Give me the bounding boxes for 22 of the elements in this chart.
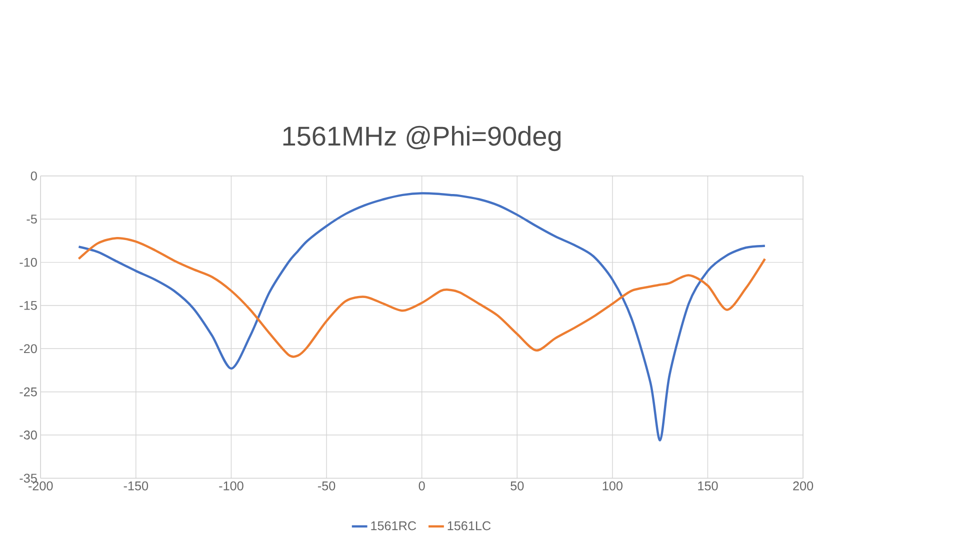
x-tick-label: 50 — [510, 481, 524, 490]
x-tick-label: -150 — [124, 481, 148, 490]
y-tick-label: -30 — [20, 430, 37, 440]
legend-label: 1561RC — [371, 521, 416, 530]
x-tick-label: -50 — [318, 481, 336, 490]
x-tick-label: 100 — [602, 481, 622, 490]
legend-label: 1561LC — [448, 521, 491, 530]
y-tick-label: -15 — [20, 301, 37, 310]
y-tick-label: -25 — [20, 387, 37, 396]
x-tick-label: 200 — [793, 481, 814, 490]
line-series — [78, 192, 766, 442]
y-tick-label: -10 — [20, 258, 37, 267]
y-tick-label: -5 — [26, 214, 37, 224]
x-tick-label: -200 — [28, 481, 53, 490]
x-tick-label: 150 — [698, 481, 718, 490]
y-tick-label: -20 — [20, 344, 37, 354]
line-series — [78, 237, 766, 358]
chart-title: 1561MHz @Phi=90deg — [283, 126, 561, 152]
x-tick-label: -100 — [219, 481, 244, 490]
y-tick-label: 0 — [30, 172, 37, 180]
x-tick-label: 0 — [418, 481, 425, 490]
y-tick-label: -35 — [20, 474, 37, 483]
